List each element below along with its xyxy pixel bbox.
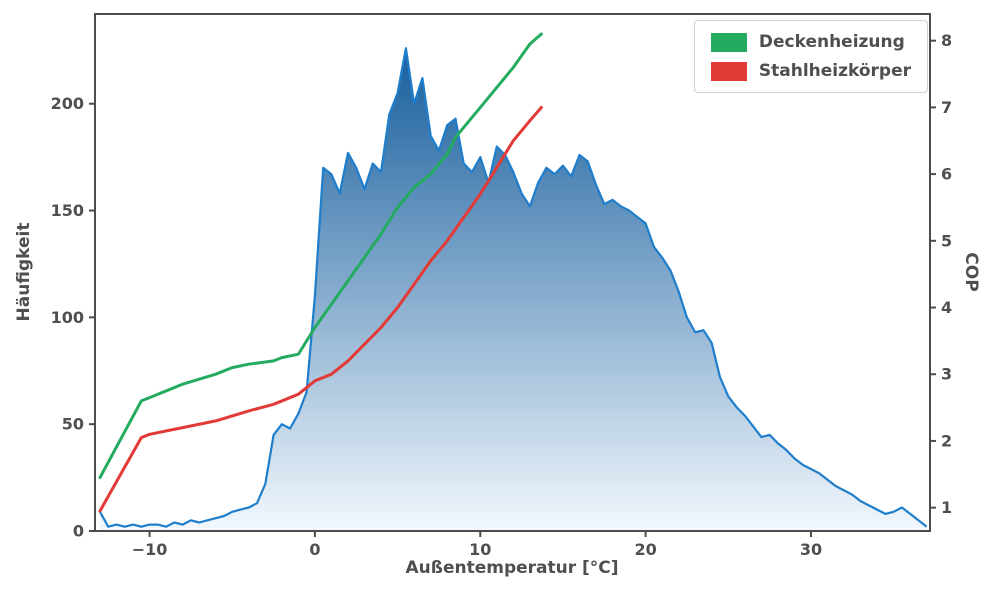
y-left-tick-label: 0 bbox=[73, 522, 84, 541]
y-left-tick-label: 150 bbox=[51, 201, 84, 220]
y-right-tick-label: 4 bbox=[941, 298, 952, 317]
x-tick-label: 0 bbox=[309, 540, 320, 559]
x-tick-label: 20 bbox=[634, 540, 656, 559]
y-right-tick-label: 6 bbox=[941, 165, 952, 184]
y-right-tick-label: 5 bbox=[941, 231, 952, 250]
x-tick-label: 10 bbox=[469, 540, 491, 559]
legend-item-stahlheizkoerper: Stahlheizkörper bbox=[710, 61, 911, 81]
y-right-tick-label: 3 bbox=[941, 365, 952, 384]
y-axis-right-label: COP bbox=[961, 252, 981, 292]
y-right-tick-label: 2 bbox=[941, 431, 952, 450]
y-left-tick-label: 100 bbox=[51, 308, 84, 327]
legend-swatch-green bbox=[710, 32, 747, 52]
y-right-tick-label: 8 bbox=[941, 31, 952, 50]
y-left-tick-label: 200 bbox=[51, 94, 84, 113]
y-right-tick-label: 1 bbox=[941, 498, 952, 517]
cop-line-deckenheizung bbox=[98, 32, 543, 480]
histogram-area bbox=[100, 48, 927, 531]
x-tick-label: 30 bbox=[800, 540, 822, 559]
y-left-tick-label: 50 bbox=[62, 415, 84, 434]
legend-label-stahlheizkoerper: Stahlheizkörper bbox=[758, 61, 911, 81]
x-tick-label: −10 bbox=[132, 540, 168, 559]
y-right-tick-label: 7 bbox=[941, 98, 952, 117]
histogram-outline bbox=[99, 47, 928, 528]
legend-swatch-red bbox=[710, 61, 747, 81]
plot-border bbox=[94, 13, 931, 532]
legend: Deckenheizung Stahlheizkörper bbox=[693, 20, 928, 93]
legend-label-deckenheizung: Deckenheizung bbox=[758, 32, 905, 52]
y-axis-left-label: Häufigkeit bbox=[14, 222, 34, 322]
legend-item-deckenheizung: Deckenheizung bbox=[710, 32, 911, 52]
x-axis-label: Außentemperatur [°C] bbox=[405, 558, 619, 578]
cop-line-stahlheizkörper bbox=[98, 105, 543, 513]
